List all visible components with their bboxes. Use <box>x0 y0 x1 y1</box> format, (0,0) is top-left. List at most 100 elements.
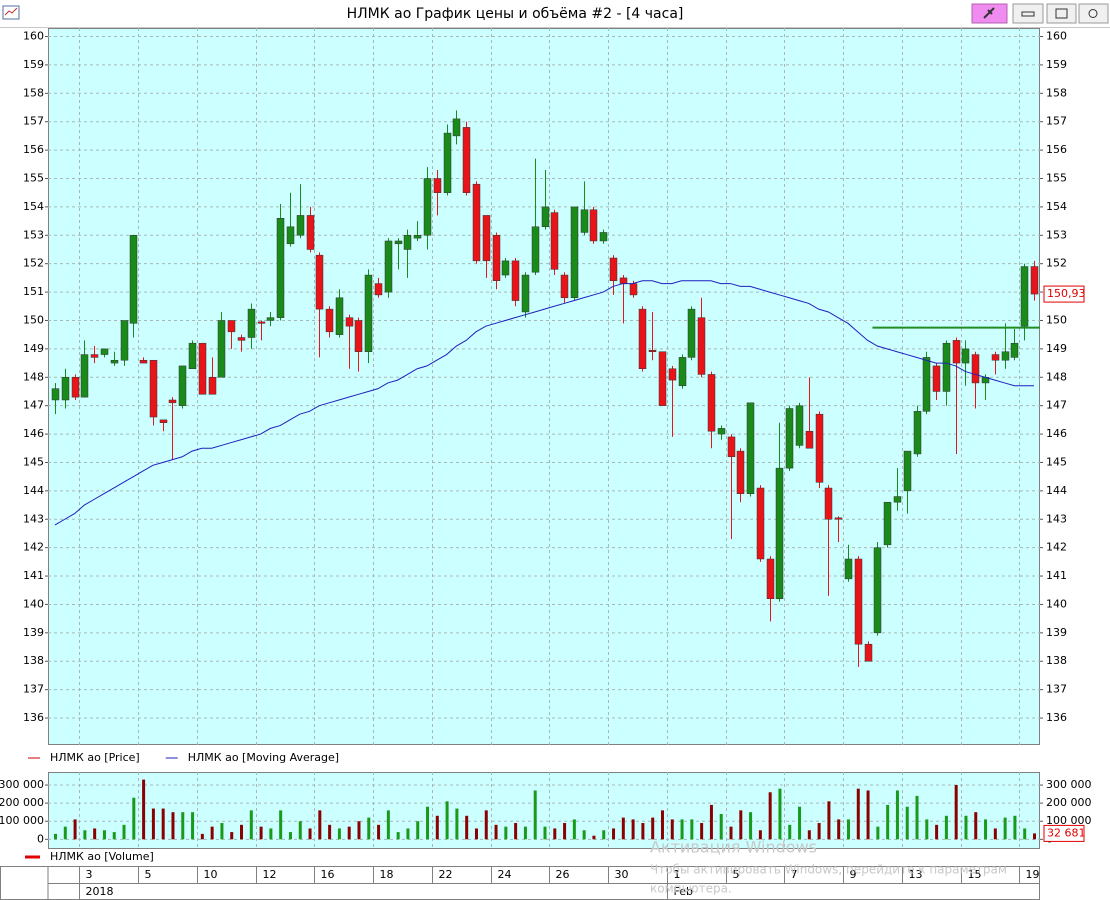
y-tick-label: 150 <box>23 313 44 326</box>
volume-bar <box>680 819 684 840</box>
y-tick-label: 147 <box>1046 399 1067 412</box>
candle-body <box>443 132 452 193</box>
volume-bar <box>181 812 185 840</box>
candle-body <box>266 317 275 321</box>
candle-body <box>873 547 882 634</box>
candle-body <box>815 413 824 483</box>
candle-body <box>1030 266 1039 295</box>
y-tick-label: 155 <box>1046 171 1067 184</box>
candle-body <box>413 235 422 239</box>
volume-bar <box>514 823 518 840</box>
candle-body <box>961 348 970 364</box>
y-tick-label: 154 <box>23 200 44 213</box>
volume-bar <box>866 790 870 840</box>
volume-bar <box>846 819 850 840</box>
y-tick-label: 155 <box>23 171 44 184</box>
minimize-icon <box>1021 11 1035 17</box>
candle-body <box>452 118 461 137</box>
candle-body <box>697 317 706 375</box>
minimize-button[interactable] <box>1012 3 1044 24</box>
volume-bar <box>621 817 625 840</box>
volume-bar <box>308 828 312 840</box>
volume-bar <box>504 826 508 840</box>
candle-body <box>492 235 501 281</box>
candle-body <box>482 215 491 262</box>
x-tick-label: 24 <box>498 868 512 881</box>
y-tick-label: 300 000 <box>1046 778 1092 791</box>
volume-bar <box>582 830 586 840</box>
candle-body <box>306 215 315 250</box>
volume-bar <box>151 808 155 840</box>
candle-body <box>384 240 393 293</box>
volume-bar <box>631 819 635 840</box>
candle-body <box>374 283 383 296</box>
volume-bar <box>984 819 988 840</box>
volume-bar <box>788 824 792 840</box>
volume-bar <box>102 830 106 840</box>
volume-bar <box>63 826 67 840</box>
candle-body <box>844 558 853 580</box>
candle-body <box>942 342 951 392</box>
volume-bar <box>876 826 880 840</box>
y-tick-label: 143 <box>1046 512 1067 525</box>
volume-bar <box>602 830 606 840</box>
volume-bar <box>837 819 841 840</box>
y-tick-label: 159 <box>23 58 44 71</box>
volume-bar <box>377 824 381 840</box>
y-tick-label: 138 <box>23 654 44 667</box>
volume-bar <box>122 824 126 840</box>
volume-bar <box>739 810 743 840</box>
candle-body <box>609 257 618 281</box>
x-tick-label: 19 <box>1026 868 1040 881</box>
volume-bar <box>700 823 704 840</box>
volume-bar <box>259 826 263 840</box>
maximize-button[interactable] <box>1046 3 1077 24</box>
volume-bar <box>484 810 488 840</box>
volume-bar <box>298 821 302 840</box>
x-tick-label: 5 <box>145 868 152 881</box>
candle-body <box>354 320 363 352</box>
y-tick-label: 153 <box>23 228 44 241</box>
y-tick-label: 100 000 <box>1046 814 1092 827</box>
y-tick-label: 137 <box>1046 683 1067 696</box>
candle-body <box>599 232 608 242</box>
x-tick-label: 10 <box>204 868 218 881</box>
last-price-box <box>1043 285 1085 303</box>
candle-body <box>276 218 285 318</box>
candle-body <box>638 308 647 370</box>
y-tick-label: 142 <box>1046 541 1067 554</box>
volume-bar <box>328 824 332 840</box>
y-tick-label: 160 <box>1046 30 1067 43</box>
volume-bar <box>749 812 753 840</box>
volume-bar <box>543 826 547 840</box>
candle-body <box>922 357 931 412</box>
y-tick-label: 156 <box>23 143 44 156</box>
candle-body <box>511 260 520 301</box>
volume-bar <box>347 826 351 840</box>
y-tick-label: 141 <box>23 569 44 582</box>
maximize-icon <box>1055 8 1068 19</box>
close-button[interactable] <box>1078 3 1109 24</box>
volume-bar <box>465 815 469 840</box>
volume-bar <box>132 797 136 840</box>
volume-bar <box>641 823 645 840</box>
candle-body <box>952 340 961 364</box>
volume-bar <box>73 819 77 840</box>
last-volume-label: 32 681 <box>1047 826 1086 839</box>
candle-body <box>217 320 226 378</box>
candle-body <box>550 212 559 270</box>
candle-body <box>560 274 569 299</box>
volume-bar <box>161 808 165 840</box>
y-tick-label: 159 <box>1046 58 1067 71</box>
volume-bar <box>798 806 802 840</box>
candle-body <box>824 487 833 520</box>
y-tick-label: 148 <box>23 370 44 383</box>
y-tick-label: 156 <box>1046 143 1067 156</box>
volume-bar <box>220 823 224 840</box>
volume-bar <box>856 788 860 840</box>
y-tick-label: 136 <box>23 711 44 724</box>
volume-bar <box>337 828 341 840</box>
month-label: 2018 <box>86 885 114 898</box>
pin-icon <box>983 7 995 19</box>
